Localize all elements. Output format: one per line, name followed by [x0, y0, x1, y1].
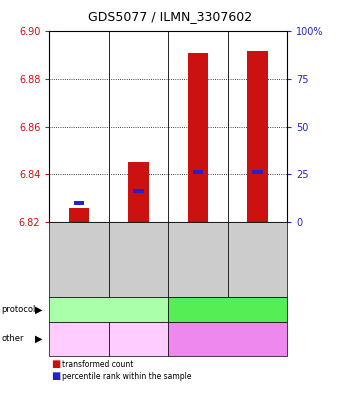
- Text: transformed count: transformed count: [62, 360, 133, 369]
- Text: TMEM88 depletion: TMEM88 depletion: [67, 305, 151, 314]
- Text: shRNA for
first exon
of TMEM88: shRNA for first exon of TMEM88: [62, 331, 96, 347]
- Bar: [69, 208, 89, 222]
- Text: GSM1071456: GSM1071456: [134, 234, 143, 285]
- Text: protocol: protocol: [2, 305, 36, 314]
- Text: ■: ■: [51, 371, 60, 381]
- Bar: [252, 170, 263, 174]
- Bar: [193, 170, 203, 174]
- Text: non-targetting
shRNA: non-targetting shRNA: [200, 329, 256, 349]
- Text: ■: ■: [51, 359, 60, 369]
- Bar: [128, 162, 149, 222]
- Text: percentile rank within the sample: percentile rank within the sample: [62, 372, 191, 380]
- Text: ▶: ▶: [35, 334, 43, 344]
- Text: GSM1071457: GSM1071457: [74, 234, 84, 285]
- Text: control: control: [212, 305, 243, 314]
- Bar: [133, 189, 144, 193]
- Text: other: other: [2, 334, 24, 343]
- Text: GSM1071454: GSM1071454: [193, 234, 203, 285]
- Bar: [74, 200, 84, 206]
- Text: shRNA for
3'UTR of
TMEM88: shRNA for 3'UTR of TMEM88: [123, 331, 154, 347]
- Bar: [188, 53, 208, 222]
- Bar: [247, 50, 268, 222]
- Text: GSM1071455: GSM1071455: [253, 234, 262, 285]
- Text: GDS5077 / ILMN_3307602: GDS5077 / ILMN_3307602: [88, 10, 252, 23]
- Text: ▶: ▶: [35, 305, 43, 314]
